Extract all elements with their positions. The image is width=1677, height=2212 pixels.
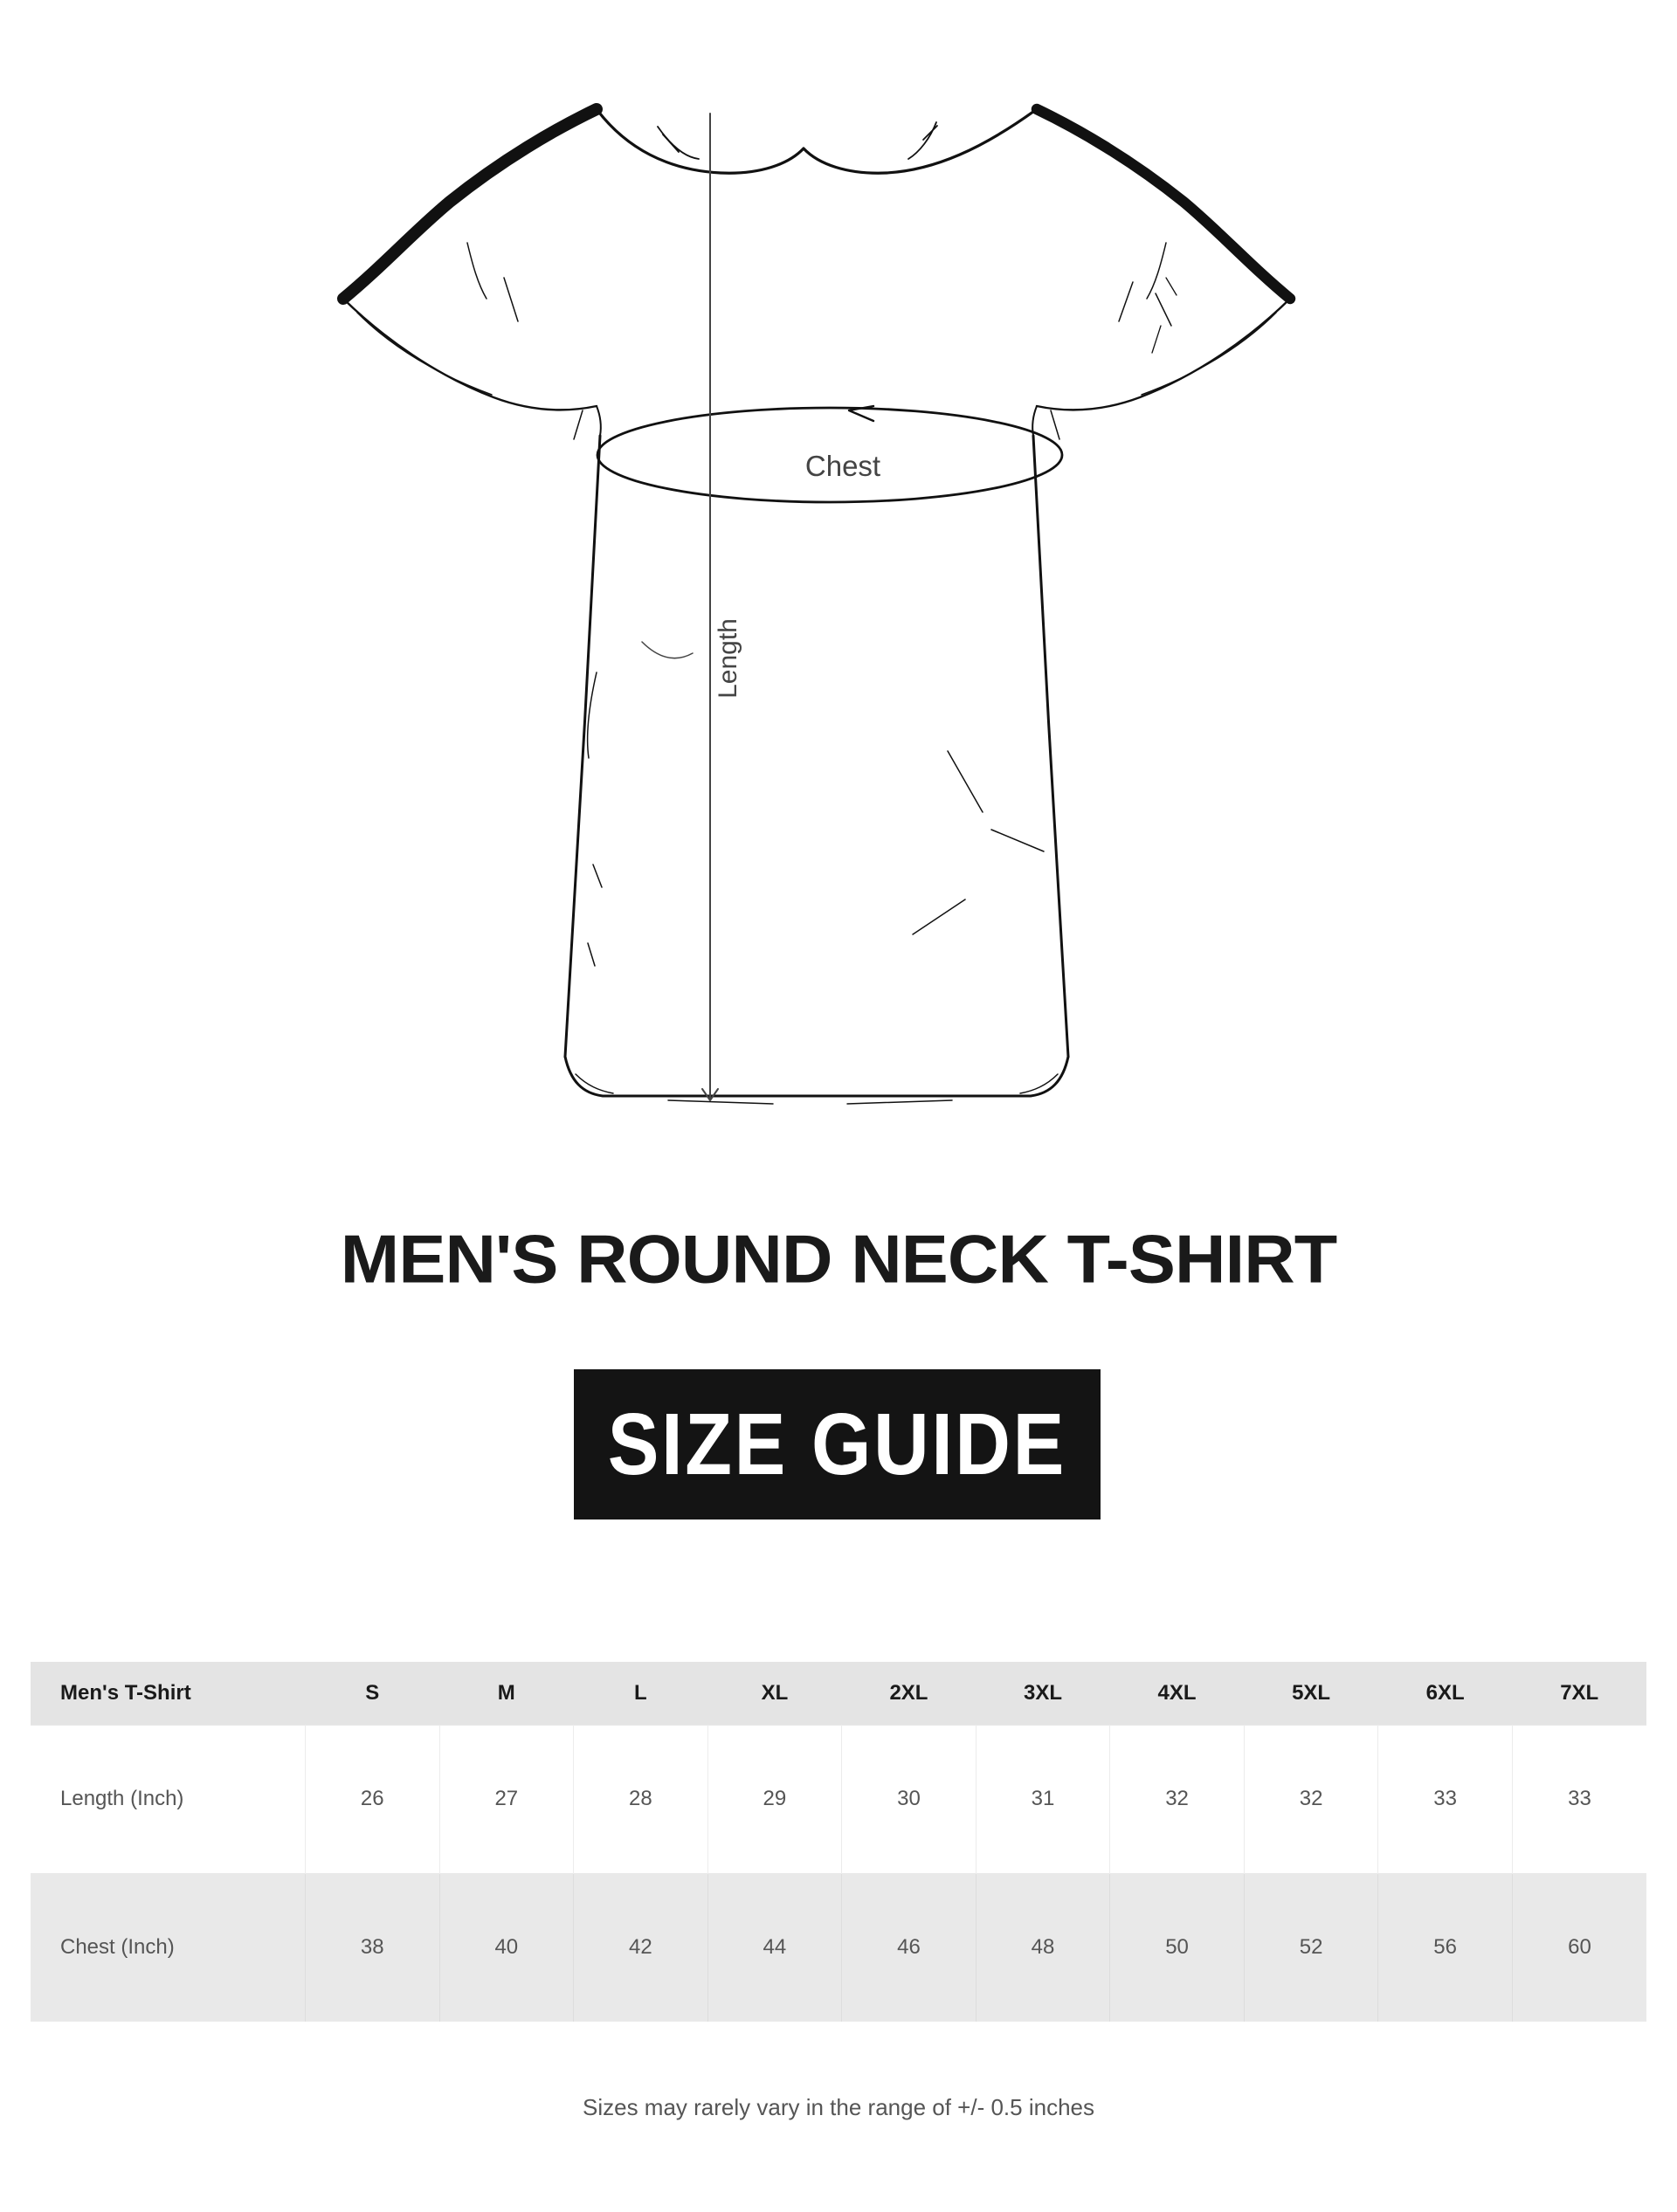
svg-text:Chest: Chest	[805, 450, 880, 482]
svg-text:Length: Length	[714, 618, 742, 699]
